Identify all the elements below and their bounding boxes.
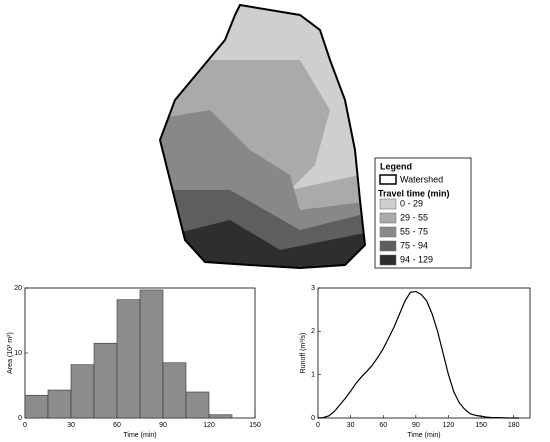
bar	[208, 414, 233, 419]
x-tick-label: 180	[508, 422, 520, 429]
x-tick-label: 150	[249, 422, 261, 429]
x-tick-label: 60	[379, 422, 387, 429]
legend-title: Legend	[380, 161, 412, 171]
bar	[47, 389, 72, 419]
x-tick-label: 60	[113, 422, 121, 429]
legend-swatch	[379, 198, 397, 210]
y-tick-label: 1	[311, 372, 315, 379]
legend-label: 55 - 75	[400, 226, 428, 236]
legend-label: 0 - 29	[400, 198, 423, 208]
bar	[93, 342, 118, 419]
x-tick-label: 90	[159, 422, 167, 429]
x-tick-label: 0	[316, 422, 320, 429]
x-tick-label: 30	[67, 422, 75, 429]
bar	[185, 391, 210, 419]
x-axis-label: Time (min)	[123, 432, 156, 439]
legend-label: 29 - 55	[400, 212, 428, 222]
legend-label: 94 - 129	[400, 254, 433, 264]
bar	[162, 362, 187, 419]
x-tick-label: 120	[443, 422, 455, 429]
x-tick-label: 30	[347, 422, 355, 429]
legend-subtitle: Travel time (min)	[378, 188, 450, 198]
legend-outline-swatch	[379, 174, 397, 185]
x-axis-label: Time (min)	[407, 432, 440, 439]
y-axis-label: Runoff (m³/s)	[300, 333, 307, 374]
y-tick-label: 20	[14, 285, 22, 292]
legend-swatch	[379, 212, 397, 224]
y-tick-label: 10	[14, 350, 22, 357]
bar	[70, 364, 95, 419]
runoff-line	[317, 290, 520, 419]
legend: Legend Watershed Travel time (min) 0 - 2…	[374, 157, 472, 269]
x-tick-label: 120	[203, 422, 215, 429]
legend-swatch	[379, 226, 397, 238]
y-tick-label: 3	[311, 285, 315, 292]
legend-swatch	[379, 240, 397, 252]
x-tick-label: 0	[23, 422, 27, 429]
y-axis-label: Area (10³ m²)	[7, 332, 14, 374]
watershed-outline	[158, 3, 367, 270]
legend-label: 75 - 94	[400, 240, 428, 250]
y-tick-label: 0	[18, 415, 22, 422]
watershed-map	[158, 3, 367, 270]
x-tick-label: 90	[412, 422, 420, 429]
bar	[24, 394, 49, 419]
plot-area	[317, 287, 531, 419]
legend-label: Watershed	[400, 174, 443, 184]
y-tick-label: 0	[311, 415, 315, 422]
bar	[139, 289, 164, 419]
y-tick-label: 2	[311, 328, 315, 335]
legend-swatch	[379, 254, 397, 266]
bar	[116, 299, 141, 419]
x-tick-label: 150	[475, 422, 487, 429]
